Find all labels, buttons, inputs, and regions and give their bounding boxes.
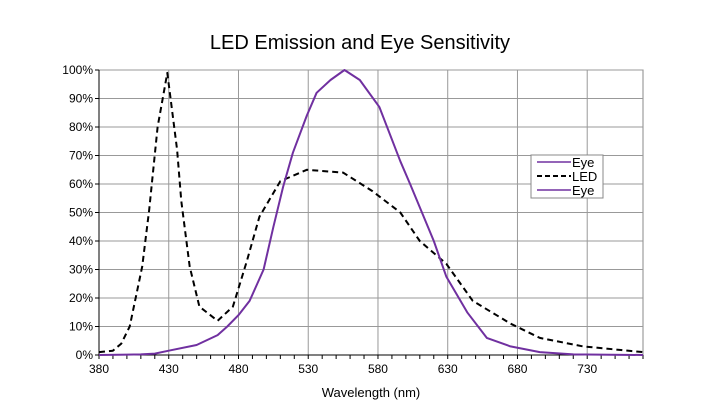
series-layer	[98, 69, 644, 356]
y-tick-label: 0%	[76, 348, 94, 362]
x-tick-label: 680	[507, 362, 527, 376]
legend-label: LED	[572, 169, 597, 184]
axes: 0% 10% 20% 30% 40% 50% 60% 70% 80% 90% 100% 380 430 4…	[62, 63, 644, 376]
legend-label: Eye	[572, 183, 594, 198]
x-tick-label: 380	[89, 362, 109, 376]
x-axis-label: Wavelength (nm)	[322, 385, 421, 400]
x-tick-label: 630	[438, 362, 458, 376]
legend-label: Eye	[572, 155, 594, 170]
y-tick-label: 10%	[69, 320, 93, 334]
y-tick-label: 90%	[69, 92, 93, 106]
grid	[98, 69, 644, 356]
y-tick-label: 80%	[69, 120, 93, 134]
y-tick-label: 60%	[69, 177, 93, 191]
y-tick-label: 50%	[69, 206, 93, 220]
y-tick-label: 30%	[69, 263, 93, 277]
x-tick-label: 530	[298, 362, 318, 376]
y-tick-label: 100%	[62, 63, 93, 77]
chart-title: LED Emission and Eye Sensitivity	[210, 32, 510, 54]
series-line-eye	[98, 69, 644, 356]
x-tick-label: 430	[159, 362, 179, 376]
x-tick-label: 480	[228, 362, 248, 376]
y-tick-label: 20%	[69, 291, 93, 305]
series-line-led	[98, 71, 644, 354]
x-tick-label: 730	[577, 362, 597, 376]
x-tick-label: 580	[368, 362, 388, 376]
y-tick-label: 40%	[69, 234, 93, 248]
y-tick-label: 70%	[69, 149, 93, 163]
